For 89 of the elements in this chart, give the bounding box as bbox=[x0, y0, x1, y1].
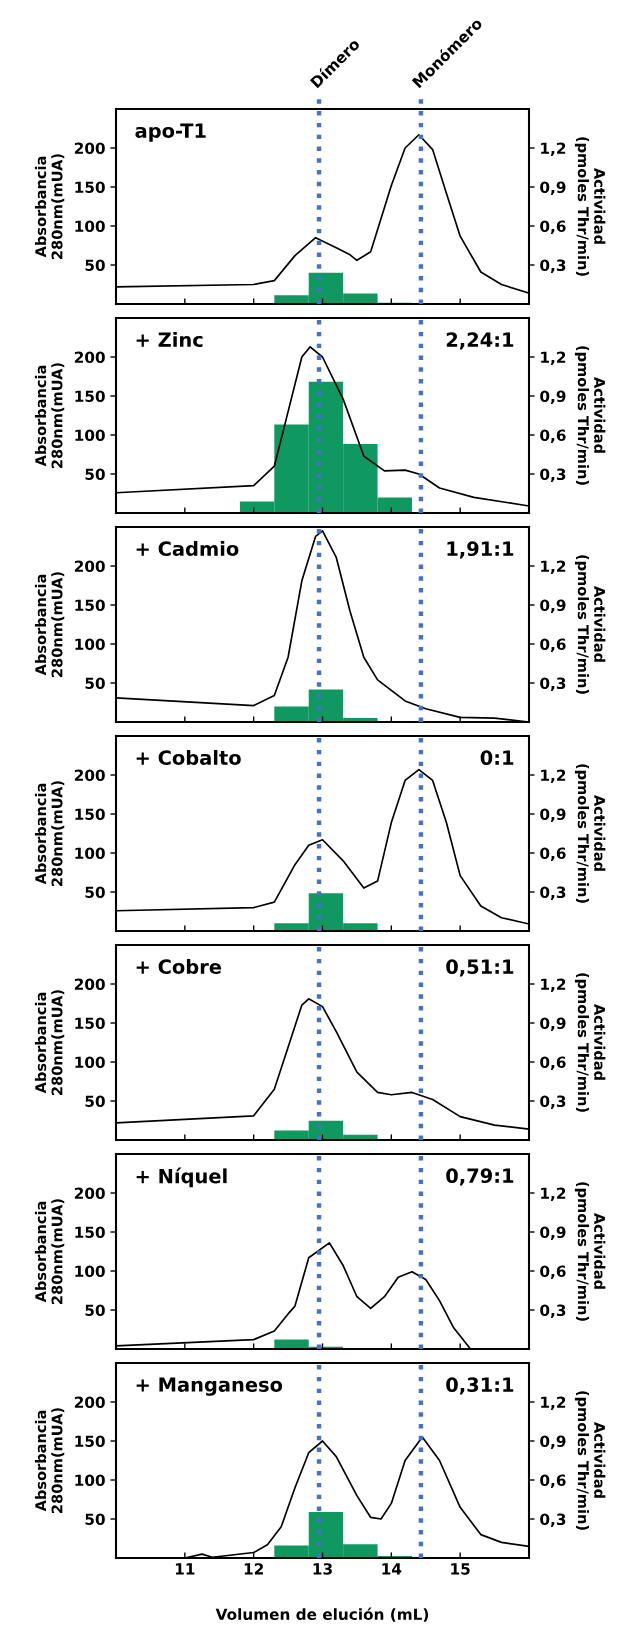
y-tick-label: 150 bbox=[75, 390, 105, 403]
y-axis-title: Absorbancia 280nm(mUA) bbox=[34, 990, 65, 1095]
y-tick-label: 100 bbox=[75, 1265, 105, 1278]
annotation: 0:1 bbox=[480, 750, 514, 766]
y2-axis-title: Actividad (pmoles Thr/min) bbox=[574, 1391, 606, 1530]
y-axis-title: Absorbancia 280nm(mUA) bbox=[34, 572, 65, 677]
y2-tick-label: 0,3 bbox=[540, 886, 566, 900]
y2-tick-label: 1,2 bbox=[541, 351, 566, 365]
annotation: 1,91:1 bbox=[447, 541, 514, 559]
y2-tick-label: 0,9 bbox=[540, 1435, 566, 1449]
y2-tick-label: 0,3 bbox=[540, 1304, 566, 1318]
y-axis-title: Absorbancia 280nm(mUA) bbox=[34, 1408, 65, 1513]
y2-tick-label: 0,9 bbox=[540, 390, 566, 404]
y2-tick-label: 0,6 bbox=[540, 1265, 566, 1279]
y-tick-label: 150 bbox=[75, 599, 105, 612]
y-tick-label: 200 bbox=[74, 142, 105, 155]
text: + Cobalto bbox=[136, 749, 241, 766]
x-tick-label: 11 bbox=[175, 1563, 195, 1575]
y-tick-label: 150 bbox=[75, 181, 105, 194]
y-axis-title: Absorbancia 280nm(mUA) bbox=[34, 1199, 65, 1304]
text: + Manganeso bbox=[136, 1377, 283, 1396]
y2-tick-label: 0,9 bbox=[540, 181, 566, 195]
y2-tick-label: 0,9 bbox=[540, 1017, 566, 1031]
y2-tick-label: 0,9 bbox=[540, 599, 566, 613]
y2-tick-label: 0,6 bbox=[540, 220, 566, 234]
y-tick-label: 150 bbox=[75, 808, 105, 821]
y-tick-label: 100 bbox=[75, 847, 105, 860]
y-tick-label: 50 bbox=[85, 1095, 105, 1108]
y-tick-label: 150 bbox=[75, 1017, 105, 1030]
y2-tick-label: 0,3 bbox=[540, 677, 566, 691]
y2-axis-title: Actividad (pmoles Thr/min) bbox=[574, 346, 606, 485]
annotation: 2,24:1 bbox=[446, 332, 514, 350]
y2-tick-label: 0,6 bbox=[540, 638, 566, 652]
y2-tick-label: 0,6 bbox=[540, 1474, 566, 1488]
y-tick-label: 50 bbox=[85, 886, 105, 899]
y-tick-label: 200 bbox=[74, 1187, 105, 1200]
annotation: 0,79:1 bbox=[446, 1168, 514, 1186]
x-tick-label: 12 bbox=[244, 1563, 263, 1575]
y2-tick-label: 1,2 bbox=[541, 1396, 566, 1410]
y2-tick-label: 1,2 bbox=[541, 769, 566, 783]
text: + Zinc bbox=[136, 331, 203, 348]
y2-tick-label: 0,3 bbox=[540, 259, 566, 273]
y2-tick-label: 0,9 bbox=[540, 1226, 566, 1240]
y-tick-label: 150 bbox=[75, 1226, 105, 1239]
y-tick-label: 200 bbox=[74, 978, 105, 991]
y-axis-title: Absorbancia 280nm(mUA) bbox=[34, 154, 65, 259]
y2-axis-title: Actividad (pmoles Thr/min) bbox=[574, 764, 606, 903]
y2-tick-label: 1,2 bbox=[541, 142, 566, 156]
y-tick-label: 200 bbox=[74, 560, 105, 573]
y2-tick-label: 0,6 bbox=[540, 1056, 566, 1070]
text: + Níquel bbox=[136, 1167, 227, 1188]
y2-axis-title: Actividad (pmoles Thr/min) bbox=[574, 555, 606, 694]
y2-tick-label: 0,9 bbox=[540, 808, 566, 822]
y2-tick-label: 0,3 bbox=[540, 468, 566, 482]
y2-tick-label: 0,3 bbox=[540, 1513, 566, 1527]
y-tick-label: 50 bbox=[85, 468, 105, 481]
y-tick-label: 100 bbox=[75, 1056, 105, 1069]
y-tick-label: 50 bbox=[85, 1304, 105, 1317]
y2-tick-label: 1,2 bbox=[541, 1187, 566, 1201]
y-tick-label: 100 bbox=[75, 429, 105, 442]
y2-tick-label: 0,6 bbox=[540, 429, 566, 443]
y-tick-label: 50 bbox=[85, 259, 105, 272]
text: apo-T1 bbox=[135, 123, 206, 142]
y-tick-label: 100 bbox=[75, 220, 105, 233]
text: + Cobre bbox=[136, 958, 222, 975]
annotation: 0,51:1 bbox=[446, 959, 514, 977]
y2-tick-label: 1,2 bbox=[541, 978, 566, 992]
y-tick-label: 50 bbox=[85, 677, 105, 690]
y-tick-label: 50 bbox=[85, 1513, 105, 1526]
y-tick-label: 200 bbox=[74, 769, 105, 782]
annotation: 0,31:1 bbox=[446, 1377, 514, 1395]
x-axis-title: Volumen de elución (mL) bbox=[215, 1607, 429, 1622]
y2-tick-label: 0,3 bbox=[540, 1095, 566, 1109]
x-tick-label: 15 bbox=[451, 1563, 470, 1575]
y2-tick-label: 1,2 bbox=[541, 560, 566, 574]
y-tick-label: 200 bbox=[74, 351, 105, 364]
y2-tick-label: 0,6 bbox=[540, 847, 566, 861]
y2-axis-title: Actividad (pmoles Thr/min) bbox=[574, 137, 606, 276]
y-tick-label: 200 bbox=[74, 1396, 105, 1409]
y-axis-title: Absorbancia 280nm(mUA) bbox=[34, 363, 65, 468]
y-axis-title: Absorbancia 280nm(mUA) bbox=[34, 781, 65, 886]
x-tick-label: 13 bbox=[313, 1563, 332, 1575]
y2-axis-title: Actividad (pmoles Thr/min) bbox=[574, 1182, 606, 1321]
y2-axis-title: Actividad (pmoles Thr/min) bbox=[574, 973, 606, 1112]
text: + Cadmio bbox=[136, 540, 239, 557]
x-tick-label: 14 bbox=[382, 1563, 402, 1575]
y-tick-label: 100 bbox=[75, 638, 105, 651]
y-tick-label: 100 bbox=[75, 1474, 105, 1487]
y-tick-label: 150 bbox=[75, 1435, 105, 1448]
